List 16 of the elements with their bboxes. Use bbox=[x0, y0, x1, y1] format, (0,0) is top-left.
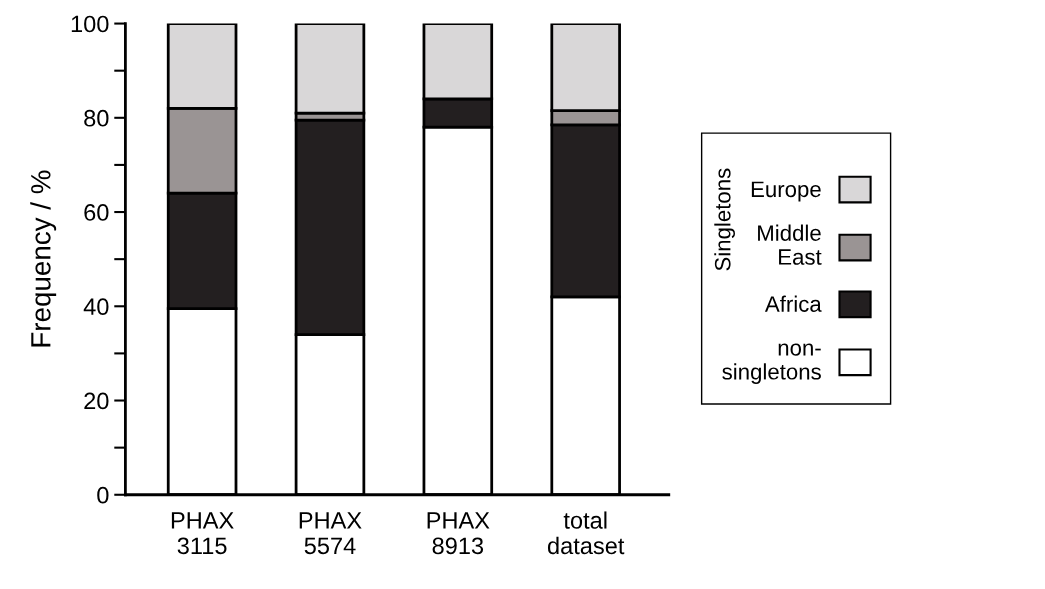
x-tick-label: PHAX 8913 bbox=[427, 512, 490, 555]
legend-label: Africa bbox=[764, 295, 822, 312]
y-tick-label: 40 bbox=[83, 298, 109, 316]
x-tick-label: PHAX 3115 bbox=[171, 512, 234, 555]
x-tick-label: total dataset bbox=[547, 511, 625, 555]
legend-label: non- singletons bbox=[722, 343, 821, 384]
legend-label: Middle East bbox=[758, 224, 822, 265]
y-tick-label: 20 bbox=[84, 392, 109, 410]
legend-label: Europe bbox=[751, 181, 821, 202]
y-tick-label: 60 bbox=[84, 204, 109, 221]
y-tick-label: 0 bbox=[97, 486, 109, 504]
y-axis-title: Frequency / % bbox=[30, 170, 57, 347]
y-tick-label: 100 bbox=[71, 15, 109, 33]
x-tick-label: PHAX 5574 bbox=[299, 512, 362, 555]
legend-title: Singletons bbox=[714, 168, 735, 271]
y-tick-label: 80 bbox=[84, 109, 109, 127]
